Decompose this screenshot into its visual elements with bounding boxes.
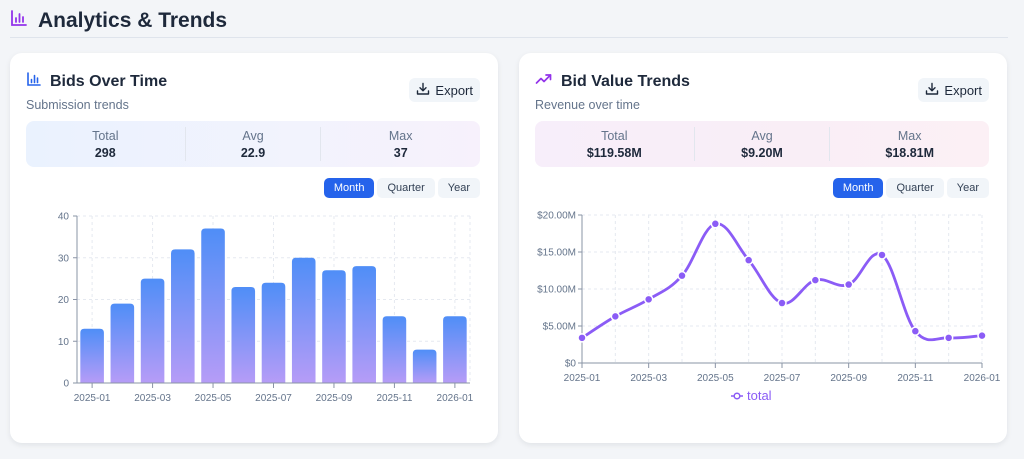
y-tick-label: $10.00M (537, 285, 576, 296)
bar (443, 316, 467, 383)
y-tick-label: 0 (63, 379, 69, 390)
stat-total: Total $119.58M (535, 127, 695, 161)
data-point (743, 255, 754, 265)
bids-bar-chart: 0 10 20 30 40 2025-01 2025-03 2025-05 2025-07 202… (58, 212, 474, 405)
data-point (843, 279, 854, 290)
data-point (710, 219, 721, 229)
data-point (977, 330, 987, 341)
stat-label: Max (388, 128, 413, 143)
stat-value: $9.20M (741, 145, 783, 160)
stat-avg: Avg 22.9 (186, 127, 322, 161)
y-tick-label: 10 (58, 337, 70, 348)
bar (140, 278, 165, 383)
trending-up-icon (535, 71, 553, 92)
x-tick-label: 2025-11 (897, 373, 933, 384)
stat-label: Total (601, 128, 628, 143)
data-point (610, 311, 621, 322)
x-tick-label: 2025-07 (764, 373, 801, 384)
bar (382, 316, 407, 383)
data-point (677, 270, 687, 281)
data-point (777, 298, 787, 308)
stat-value: 37 (393, 145, 408, 160)
page-header: Analytics & Trends (10, 4, 1008, 38)
x-tick-label: 2025-09 (316, 393, 353, 404)
stat-value: $119.58M (586, 145, 642, 160)
data-point (577, 333, 587, 343)
stat-value: 22.9 (240, 145, 266, 160)
x-tick-label: 2025-05 (195, 393, 232, 404)
stat-avg: Avg $9.20M (695, 127, 831, 161)
x-tick-label: 2025-03 (630, 373, 667, 384)
data-point (910, 326, 921, 336)
legend-marker-dot (733, 392, 741, 400)
stat-label: Max (897, 128, 922, 143)
stat-label: Avg (242, 128, 264, 143)
y-tick-label: $5.00M (543, 322, 576, 333)
x-tick-label: 2025-01 (564, 373, 601, 384)
data-point (877, 250, 887, 260)
bar (110, 303, 135, 383)
bar-chart-icon (26, 71, 42, 92)
x-tick-label: 2025-05 (697, 373, 734, 384)
x-tick-label: 2025-11 (376, 393, 412, 404)
period-year-button[interactable]: Year (946, 178, 989, 198)
bar (80, 328, 104, 383)
x-tick-label: 2025-03 (134, 393, 171, 404)
x-tick-label: 2026-01 (437, 393, 474, 404)
x-tick-label: 2025-01 (74, 393, 111, 404)
bid-value-trends-card: Bid Value Trends Revenue over time Expor… (519, 53, 1007, 443)
y-tick-label: $15.00M (537, 248, 576, 259)
bar (352, 266, 376, 383)
card-subtitle: Submission trends (26, 98, 129, 112)
card-title: Bids Over Time (50, 72, 168, 90)
stat-max: Max $18.81M (830, 127, 989, 161)
period-quarter-button[interactable]: Quarter (377, 178, 435, 198)
bar (171, 249, 195, 383)
bar (201, 228, 225, 383)
bid-value-line-chart: $0 $5.00M $10.00M $15.00M $20.00M 2025-01 2025… (537, 211, 1001, 404)
page-title: Analytics & Trends (38, 8, 228, 32)
card-subtitle: Revenue over time (535, 98, 640, 112)
stat-label: Total (92, 128, 119, 143)
data-point (643, 294, 654, 305)
legend-label-total: total (747, 388, 772, 403)
stats-panel: Total $119.58M Avg $9.20M Max $18.81M (535, 121, 989, 167)
data-point (943, 333, 954, 343)
export-label: Export (435, 82, 473, 98)
bar (291, 257, 316, 383)
export-label: Export (944, 82, 982, 98)
x-tick-label: 2025-09 (830, 373, 867, 384)
stat-value: 298 (94, 145, 116, 160)
export-button[interactable]: Export (918, 78, 989, 102)
bids-over-time-card: Bids Over Time Submission trends Export … (10, 53, 498, 443)
x-tick-label: 2026-01 (964, 373, 1001, 384)
download-icon (925, 82, 939, 99)
period-month-button[interactable]: Month (323, 178, 375, 198)
y-tick-label: $20.00M (537, 211, 576, 222)
stat-max: Max 37 (321, 127, 480, 161)
bar (412, 349, 437, 383)
stats-panel: Total 298 Avg 22.9 Max 37 (26, 121, 480, 167)
y-tick-label: $0 (565, 359, 577, 370)
y-tick-label: 40 (58, 212, 70, 223)
period-year-button[interactable]: Year (437, 178, 480, 198)
period-month-button[interactable]: Month (832, 178, 884, 198)
y-tick-label: 20 (58, 295, 70, 306)
period-toggle: Month Quarter Year (832, 178, 989, 198)
bar (231, 286, 256, 383)
export-button[interactable]: Export (409, 78, 480, 102)
data-point (810, 275, 821, 285)
stat-label: Avg (751, 128, 773, 143)
download-icon (416, 82, 430, 99)
bar (322, 270, 346, 383)
stat-value: $18.81M (885, 145, 935, 160)
x-tick-label: 2025-07 (255, 393, 292, 404)
stat-total: Total 298 (26, 127, 186, 161)
bar (261, 282, 286, 383)
card-title: Bid Value Trends (561, 72, 690, 90)
period-quarter-button[interactable]: Quarter (886, 178, 944, 198)
bar-chart-icon (10, 9, 28, 32)
y-tick-label: 30 (58, 253, 70, 264)
period-toggle: Month Quarter Year (323, 178, 480, 198)
